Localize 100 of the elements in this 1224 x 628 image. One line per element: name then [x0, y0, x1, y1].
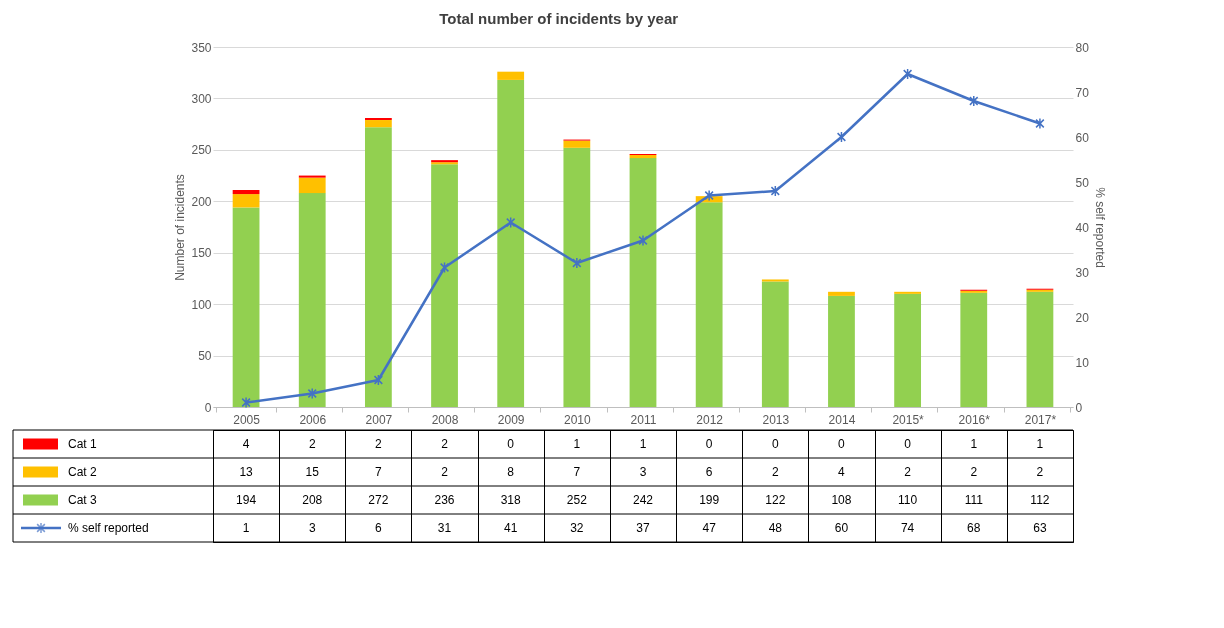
data-label: 15: [305, 465, 320, 479]
point: [241, 396, 251, 409]
y-tick-label: 50: [198, 349, 212, 364]
bar: [298, 193, 326, 407]
data-label: 48: [768, 521, 783, 535]
chart-title: Total number of incidents by year: [439, 10, 679, 27]
data-label: 0: [904, 437, 912, 451]
bar: [298, 177, 326, 194]
data-label: 6: [375, 521, 383, 535]
data-label: 272: [368, 493, 389, 507]
bar: [497, 79, 525, 407]
data-label: 0: [705, 437, 713, 451]
bar: [695, 202, 723, 407]
data-label: 0: [771, 437, 779, 451]
data-label: 1: [639, 437, 647, 451]
data-label: 74: [900, 521, 915, 535]
y2-tick-label: 70: [1075, 85, 1090, 100]
y2-tick-label: 60: [1075, 130, 1090, 145]
y-tick-label: 300: [191, 91, 212, 106]
bar: [298, 175, 326, 178]
data-label: 60: [834, 521, 849, 535]
data-label: 47: [702, 521, 717, 535]
point: [836, 131, 847, 143]
data-label: 242: [632, 493, 654, 507]
y-tick-label: 100: [191, 297, 212, 312]
data-label: 122: [765, 493, 786, 507]
x-tick-label: 2011: [630, 412, 657, 427]
legend-label: Cat 2: [68, 465, 98, 479]
data-label: 41: [504, 521, 518, 535]
bar: [828, 291, 855, 296]
x-tick-label: 2005: [233, 412, 261, 427]
bar: [629, 155, 657, 159]
y-tick-label: 150: [191, 246, 212, 261]
x-tick-label: 2013: [762, 412, 790, 427]
y-tick-label: 0: [204, 400, 212, 415]
legend-label: Cat 3: [68, 493, 98, 507]
point: [572, 257, 582, 269]
bar: [232, 207, 260, 407]
data-label: 1: [970, 437, 978, 451]
data-label: 1: [242, 521, 250, 535]
data-label: 37: [636, 521, 650, 535]
data-label: 2: [375, 437, 383, 451]
data-label: 199: [699, 493, 720, 507]
data-label: 2: [308, 437, 316, 451]
bar: [563, 147, 591, 407]
y-tick-label: 200: [191, 194, 212, 209]
data-label: 112: [1030, 493, 1050, 507]
data-label: 2: [1036, 465, 1044, 479]
y2-tick-label: 80: [1075, 40, 1090, 55]
bar: [563, 140, 591, 148]
x-tick-label: 2009: [497, 412, 525, 427]
bar: [960, 292, 988, 407]
bar: [497, 71, 525, 80]
data-label: 2: [441, 437, 449, 451]
data-label: 194: [236, 493, 257, 507]
x-tick-label: 2010: [563, 412, 592, 427]
bar: [761, 281, 789, 407]
y-axis-title: Number of incidents: [173, 174, 188, 281]
bar: [761, 279, 789, 282]
x-tick-label: 2014: [828, 412, 856, 427]
y2-axis-title: % self reported: [1092, 187, 1107, 268]
x-tick-label: 2006: [299, 412, 327, 427]
data-label: 7: [573, 465, 581, 479]
data-label: 8: [507, 465, 515, 479]
data-label: 0: [507, 437, 515, 451]
data-label: 0: [838, 437, 846, 451]
y-tick-label: 350: [191, 40, 212, 55]
x-tick-label: 2016*: [958, 412, 991, 427]
bar: [364, 120, 392, 128]
data-label: 63: [1033, 521, 1047, 535]
point: [373, 374, 384, 386]
x-tick-label: 2007: [365, 412, 393, 427]
data-label: 2: [771, 465, 779, 479]
data-label: 3: [639, 465, 647, 479]
bar: [1026, 291, 1054, 407]
data-label: 4: [838, 465, 846, 479]
point: [969, 95, 979, 107]
data-label: 111: [964, 493, 984, 507]
x-tick-label: 2017*: [1024, 412, 1057, 427]
point: [770, 185, 780, 197]
bar: [894, 291, 922, 294]
bar: [894, 293, 922, 407]
data-label: 32: [570, 521, 584, 535]
bar: [364, 127, 392, 407]
legend-label: % self reported: [68, 521, 149, 535]
data-label: 108: [831, 493, 852, 507]
point: [1035, 117, 1045, 130]
point: [307, 387, 317, 400]
y2-tick-label: 0: [1075, 400, 1083, 415]
bar: [364, 117, 392, 121]
data-label: 252: [566, 493, 588, 507]
data-label: 68: [967, 521, 981, 535]
data-label: 318: [500, 493, 522, 507]
y2-tick-label: 10: [1075, 355, 1090, 370]
point: [638, 234, 648, 247]
data-label: 7: [375, 465, 383, 479]
bar: [828, 295, 855, 407]
bar: [232, 194, 260, 208]
data-label: 31: [437, 521, 452, 535]
y2-tick-label: 40: [1075, 220, 1090, 235]
